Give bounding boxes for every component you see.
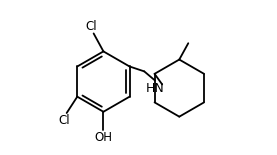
Text: Cl: Cl [58, 114, 70, 127]
Text: OH: OH [94, 131, 112, 144]
Text: HN: HN [145, 82, 164, 95]
Text: Cl: Cl [85, 20, 97, 33]
